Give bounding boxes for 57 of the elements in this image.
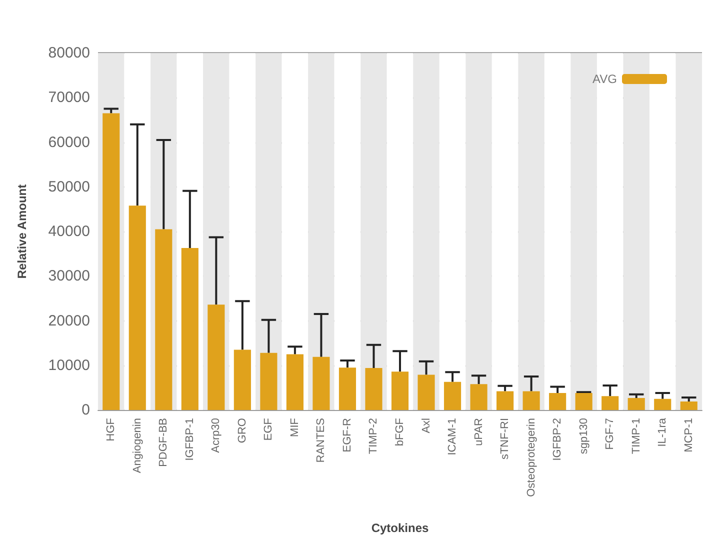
bar xyxy=(338,368,356,410)
x-tick-label: bFGF xyxy=(394,418,406,446)
x-tick-label: HGF xyxy=(105,418,118,442)
bar xyxy=(365,368,382,410)
y-tick-label: 10000 xyxy=(48,356,90,374)
x-tick-label: TIMP-1 xyxy=(630,418,642,454)
bar xyxy=(418,374,435,410)
y-tick-label: 40000 xyxy=(48,223,90,240)
bar xyxy=(680,402,698,410)
x-tick-label: MIF xyxy=(288,418,301,437)
x-tick-label: IGFBP-2 xyxy=(552,418,564,461)
x-tick-label: Angiogenin xyxy=(131,418,144,474)
x-tick-label: sTNF-RI xyxy=(499,418,512,460)
bar xyxy=(470,384,488,410)
x-tick-label: sgp130 xyxy=(578,418,590,454)
x-tick-label: Acrp30 xyxy=(210,418,222,453)
legend-label: AVG xyxy=(592,72,617,86)
x-tick-label: EGF xyxy=(262,418,275,441)
bar xyxy=(391,372,409,410)
x-tick-label: RANTES xyxy=(315,418,328,463)
bar xyxy=(602,396,619,410)
x-tick-label: FGF-7 xyxy=(604,418,616,450)
y-tick-label: 60000 xyxy=(48,134,90,151)
bar xyxy=(181,248,198,410)
bar xyxy=(654,398,672,410)
x-tick-label: PDGF-BB xyxy=(158,418,170,467)
bar xyxy=(575,393,592,410)
bar xyxy=(128,206,146,410)
y-tick-label: 30000 xyxy=(48,268,90,285)
bar xyxy=(549,393,566,410)
bar xyxy=(628,398,645,410)
bar xyxy=(286,354,304,410)
x-tick-label: GRO xyxy=(236,418,248,444)
x-axis-title: Cytokines xyxy=(371,521,429,535)
x-tick-label: EGF-R xyxy=(341,418,354,452)
bar xyxy=(522,391,540,410)
y-tick-label: 50000 xyxy=(48,178,90,196)
bar xyxy=(155,229,172,410)
bar xyxy=(208,304,225,410)
x-tick-label: uPAR xyxy=(472,418,485,446)
y-tick-label: 0 xyxy=(82,402,90,418)
bar xyxy=(234,350,251,410)
x-tick-label: TIMP-2 xyxy=(368,418,380,454)
x-tick-label: Osteoprotegerin xyxy=(525,418,538,497)
x-tick-label: IL-1ra xyxy=(656,417,669,447)
y-axis-title: Relative Amount xyxy=(15,184,29,279)
y-tick-label: 70000 xyxy=(48,89,90,106)
x-tick-label: IGFBP-1 xyxy=(184,418,196,461)
bar xyxy=(260,352,278,410)
y-tick-label: 80000 xyxy=(48,44,90,62)
y-tick-label: 20000 xyxy=(48,312,90,330)
x-tick-label: Axl xyxy=(420,418,432,434)
bar xyxy=(312,356,330,410)
x-tick-label: MCP-1 xyxy=(682,418,695,452)
bar xyxy=(496,391,514,410)
x-tick-label: ICAM-1 xyxy=(446,418,459,456)
bar xyxy=(444,382,462,410)
